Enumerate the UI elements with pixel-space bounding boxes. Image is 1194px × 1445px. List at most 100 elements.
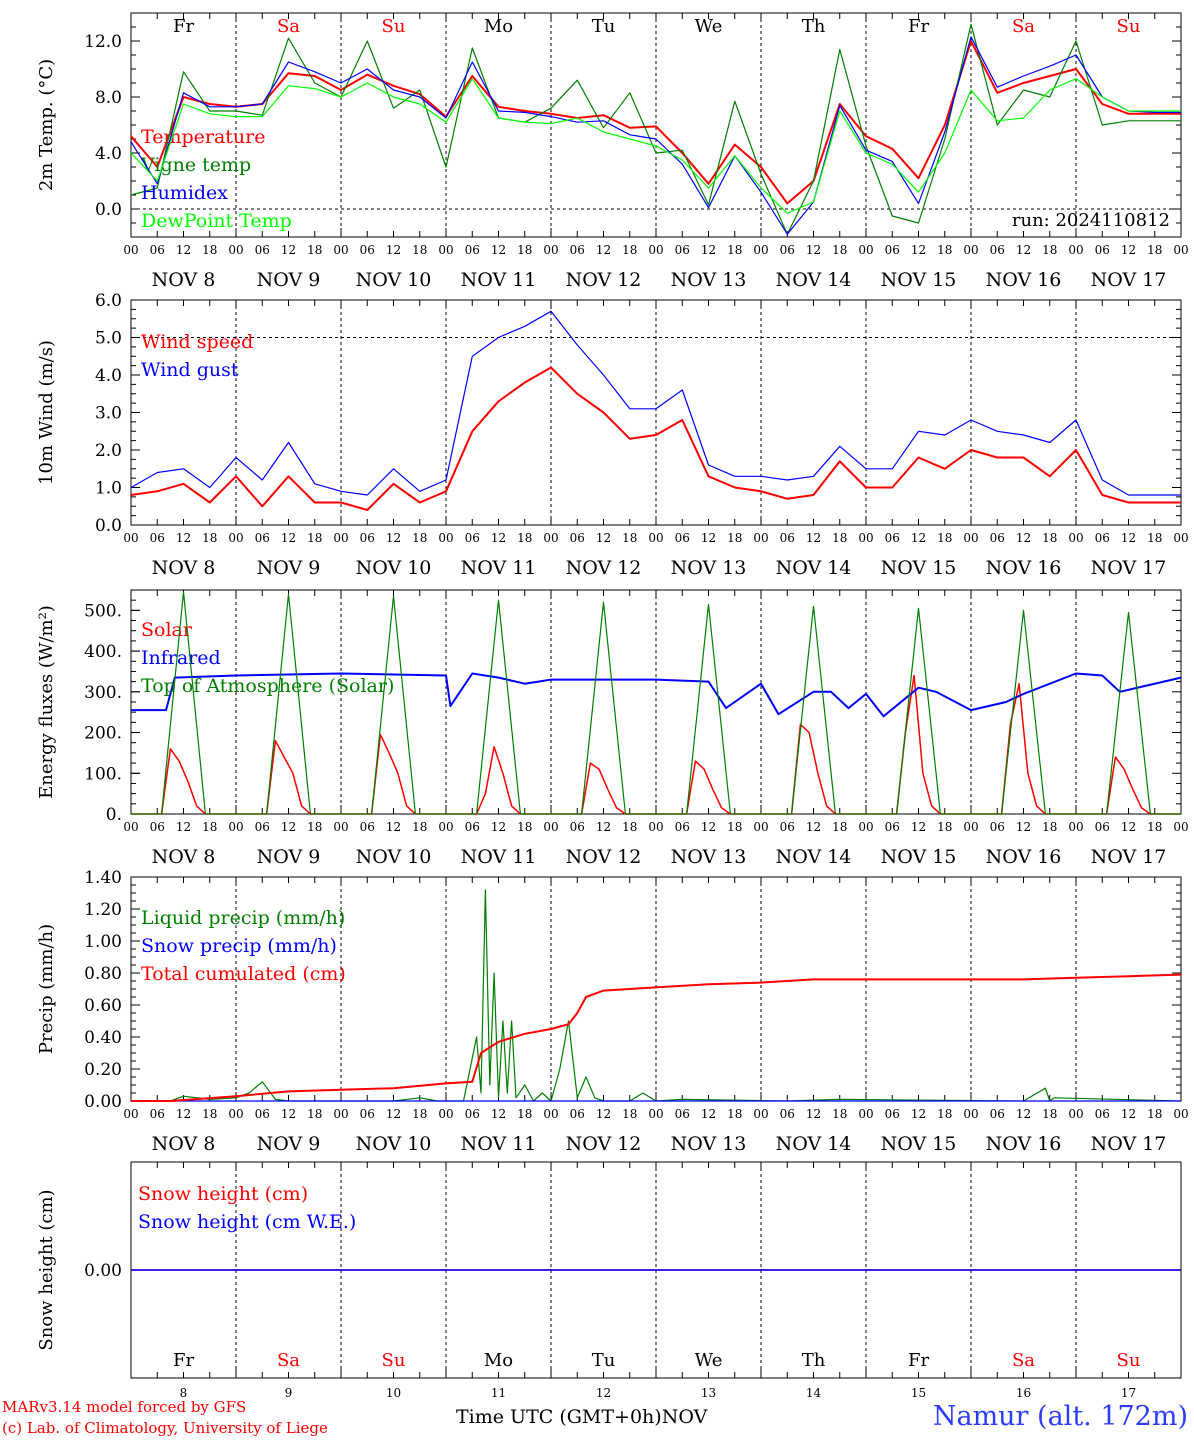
hour-tick-label: 06 xyxy=(150,1107,165,1121)
legend-entry: Snow precip (mm/h) xyxy=(141,935,337,957)
hour-tick-label: 00 xyxy=(438,531,453,545)
day-label: NOV 13 xyxy=(671,846,747,868)
hour-tick-label: 12 xyxy=(386,820,401,834)
hour-tick-label: 12 xyxy=(911,531,926,545)
hour-tick-label: 12 xyxy=(491,1107,506,1121)
y-tick-label: 2.0 xyxy=(95,441,122,461)
hour-tick-label: 18 xyxy=(412,531,427,545)
hour-tick-label: 00 xyxy=(753,531,768,545)
weekday-label: Fr xyxy=(173,16,194,37)
hour-tick-label: 00 xyxy=(1173,1107,1188,1121)
hour-tick-label: 12 xyxy=(911,820,926,834)
hour-tick-label: 06 xyxy=(255,531,270,545)
time-axis-text: Time UTC (GMT+0h) xyxy=(456,1406,662,1428)
day-label: NOV 14 xyxy=(776,269,852,291)
y-tick-label: 1.40 xyxy=(84,868,122,888)
hour-tick-label: 06 xyxy=(360,820,375,834)
series-line xyxy=(131,973,1182,1102)
hour-tick-label: 18 xyxy=(1147,531,1162,545)
hour-tick-label: 12 xyxy=(701,820,716,834)
hour-tick-label: 18 xyxy=(1147,243,1162,257)
legend-entry: Wind speed xyxy=(141,331,253,353)
day-number-label: 15 xyxy=(911,1386,926,1400)
day-number-label: 13 xyxy=(701,1386,716,1400)
hour-tick-label: 12 xyxy=(596,531,611,545)
y-tick-label: 1.20 xyxy=(84,900,122,920)
hour-tick-label: 18 xyxy=(517,1107,532,1121)
hour-tick-label: 00 xyxy=(1173,531,1188,545)
hour-tick-label: 18 xyxy=(622,243,637,257)
hour-tick-label: 06 xyxy=(360,1107,375,1121)
time-axis-label: Time UTC (GMT+0h)NOV xyxy=(456,1406,707,1428)
day-label: NOV 11 xyxy=(461,1133,537,1155)
day-number-label: 12 xyxy=(596,1386,611,1400)
legend-entry: Humidex xyxy=(141,182,228,204)
hour-tick-label: 18 xyxy=(412,243,427,257)
hour-tick-label: 18 xyxy=(832,243,847,257)
hour-tick-label: 00 xyxy=(123,531,138,545)
day-label: NOV 13 xyxy=(671,269,747,291)
day-label: NOV 15 xyxy=(881,846,957,868)
hour-tick-label: 00 xyxy=(753,243,768,257)
hour-tick-label: 12 xyxy=(1121,531,1136,545)
month-label: NOV xyxy=(661,1406,708,1428)
hour-tick-label: 12 xyxy=(1016,243,1031,257)
y-tick-label: 1.00 xyxy=(84,932,122,952)
y-axis-label: Precip (mm/h) xyxy=(36,924,57,1054)
hour-tick-label: 12 xyxy=(1016,1107,1031,1121)
weekday-label: Sa xyxy=(277,16,300,37)
hour-tick-label: 06 xyxy=(150,531,165,545)
hour-tick-label: 00 xyxy=(438,1107,453,1121)
day-number-label: 17 xyxy=(1121,1386,1136,1400)
day-label: NOV 11 xyxy=(461,846,537,868)
hour-tick-label: 00 xyxy=(333,820,348,834)
hour-tick-label: 06 xyxy=(570,531,585,545)
hour-tick-label: 06 xyxy=(465,531,480,545)
day-label: NOV 8 xyxy=(152,846,216,868)
hour-tick-label: 18 xyxy=(517,531,532,545)
hour-tick-label: 18 xyxy=(832,820,847,834)
hour-tick-label: 12 xyxy=(701,1107,716,1121)
hour-tick-label: 18 xyxy=(1042,820,1057,834)
hour-tick-label: 00 xyxy=(543,820,558,834)
hour-tick-label: 12 xyxy=(1121,820,1136,834)
hour-tick-label: 00 xyxy=(123,243,138,257)
hour-tick-label: 18 xyxy=(622,531,637,545)
series-line xyxy=(131,672,1182,718)
legend-entry: Wind gust xyxy=(141,359,239,381)
hour-tick-label: 18 xyxy=(517,820,532,834)
hour-tick-label: 12 xyxy=(806,1107,821,1121)
weekday-label: Su xyxy=(382,16,406,37)
y-tick-label: 6.0 xyxy=(95,291,122,311)
hour-tick-label: 12 xyxy=(806,820,821,834)
hour-tick-label: 06 xyxy=(465,820,480,834)
day-label: NOV 8 xyxy=(152,1133,216,1155)
day-label: NOV 9 xyxy=(257,557,321,579)
hour-tick-label: 00 xyxy=(228,820,243,834)
day-label: NOV 17 xyxy=(1091,1133,1167,1155)
hour-tick-label: 18 xyxy=(202,243,217,257)
hour-tick-label: 18 xyxy=(727,243,742,257)
y-tick-label: 3.0 xyxy=(95,404,122,424)
day-number-label: 16 xyxy=(1016,1386,1031,1400)
y-tick-label: 0.0 xyxy=(95,200,122,220)
hour-tick-label: 00 xyxy=(333,1107,348,1121)
weekday-label: We xyxy=(695,16,723,37)
hour-tick-label: 18 xyxy=(1147,820,1162,834)
weekday-label: Fr xyxy=(908,16,929,37)
hour-tick-label: 00 xyxy=(648,243,663,257)
hour-tick-label: 12 xyxy=(596,820,611,834)
lab-credit: (c) Lab. of Climatology, University of L… xyxy=(2,1419,328,1437)
hour-tick-label: 00 xyxy=(123,1107,138,1121)
hour-tick-label: 06 xyxy=(360,531,375,545)
hour-tick-label: 06 xyxy=(885,1107,900,1121)
hour-tick-label: 18 xyxy=(412,820,427,834)
hour-tick-label: 06 xyxy=(255,1107,270,1121)
series-line xyxy=(130,366,1181,511)
hour-tick-label: 18 xyxy=(622,1107,637,1121)
hour-tick-label: 00 xyxy=(1068,243,1083,257)
weekday-label: Sa xyxy=(1012,1350,1035,1371)
hour-tick-label: 12 xyxy=(176,243,191,257)
hour-tick-label: 06 xyxy=(360,243,375,257)
